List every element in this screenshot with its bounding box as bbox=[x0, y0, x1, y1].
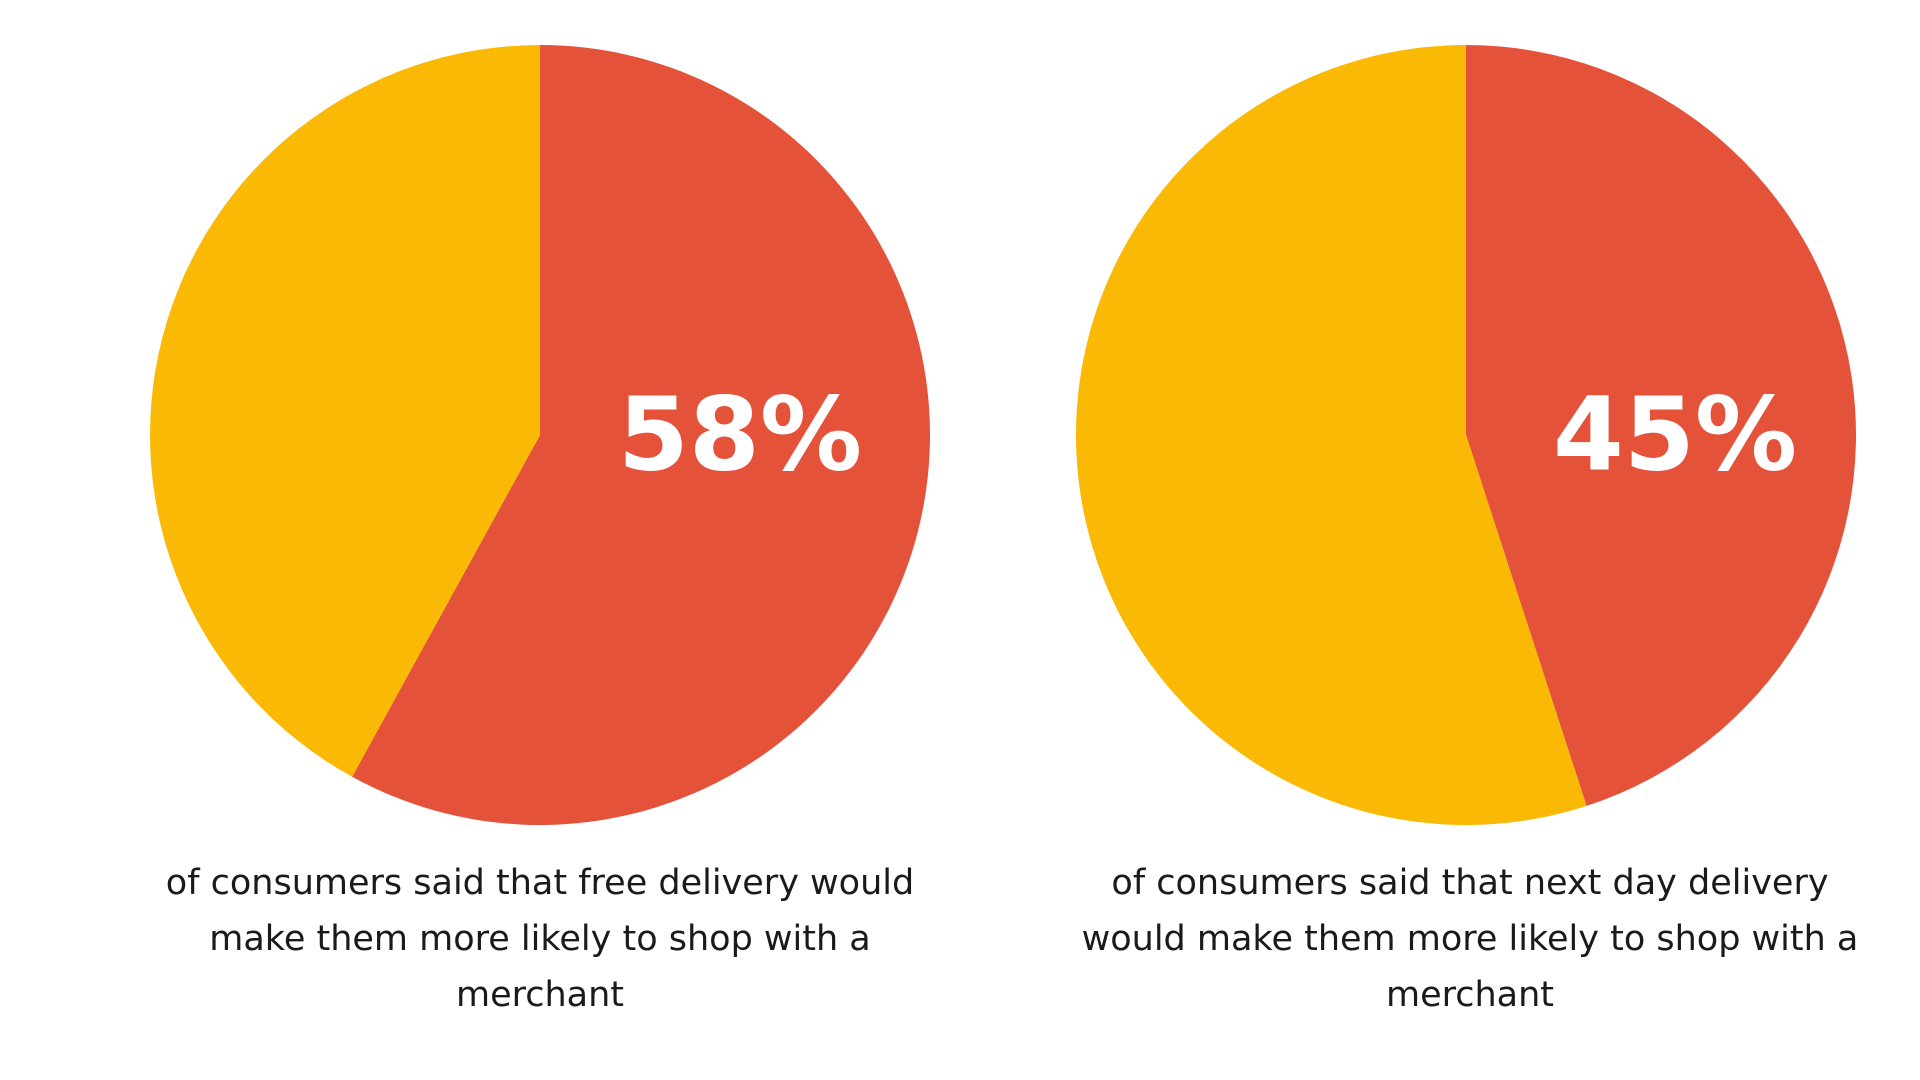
pie-percentage-label: 45% bbox=[1553, 376, 1797, 495]
pie-slice-highlight bbox=[1466, 45, 1856, 806]
pie-chart-free-delivery: 58% bbox=[150, 45, 931, 825]
pie-percentage-label: 58% bbox=[618, 376, 862, 495]
pie-slice-highlight bbox=[352, 45, 931, 825]
pie-slice-remainder bbox=[1075, 45, 1587, 825]
pie-chart-next-day-delivery: 45% bbox=[1075, 45, 1856, 825]
pie-slice-remainder bbox=[150, 45, 540, 777]
caption-free-delivery: of consumers said that free delivery wou… bbox=[165, 863, 915, 1015]
caption-next-day-delivery: of consumers said that next day delivery… bbox=[1081, 863, 1859, 1015]
